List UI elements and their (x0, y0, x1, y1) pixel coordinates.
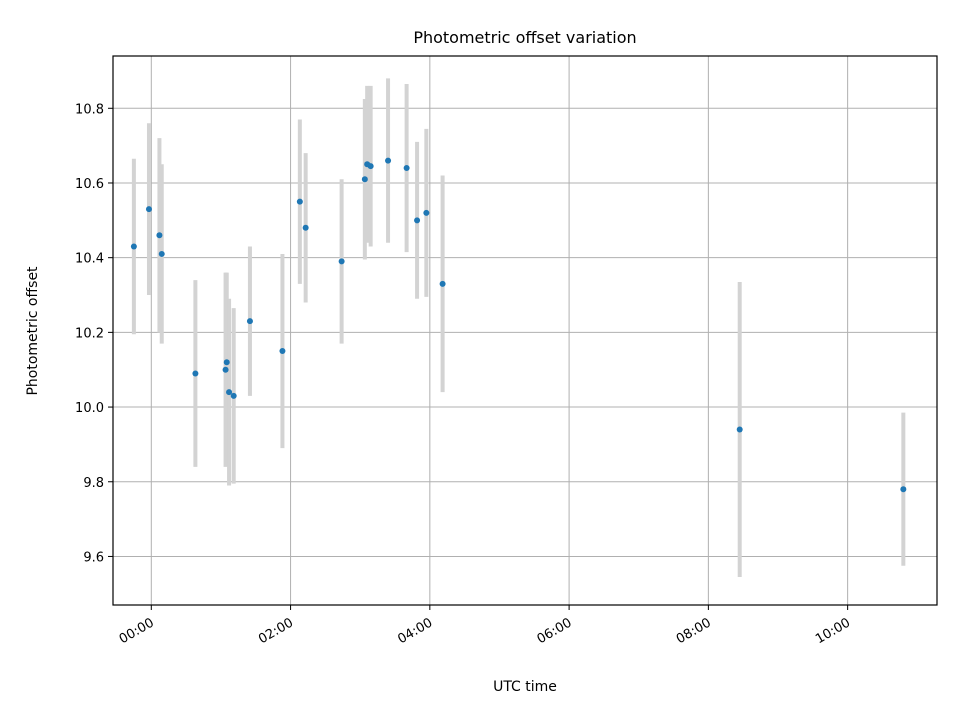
y-tick-label: 9.8 (83, 476, 104, 491)
data-point (226, 389, 233, 396)
data-point (279, 348, 286, 355)
plot-frame (112, 55, 938, 606)
data-point (158, 250, 165, 257)
data-point (423, 209, 430, 216)
x-axis-label: UTC time (493, 679, 557, 695)
y-tick-label: 10.2 (75, 326, 104, 341)
data-point (403, 165, 410, 172)
data-point (900, 486, 907, 493)
data-point (145, 206, 152, 213)
y-tick-label: 9.6 (83, 550, 104, 565)
grid (113, 56, 937, 605)
y-tick-label: 10.8 (75, 102, 104, 117)
data-point (296, 198, 303, 205)
chart-title: Photometric offset variation (413, 28, 636, 47)
y-tick-label: 10.0 (75, 401, 104, 416)
data-point (439, 280, 446, 287)
y-axis-ticks: 9.6 9.8 10.0 10.2 10.4 10.6 10.8 (75, 102, 113, 565)
data-point (736, 426, 743, 433)
data-point (222, 366, 229, 373)
data-point (246, 318, 253, 325)
data-point (367, 163, 374, 170)
y-tick-label: 10.4 (75, 252, 104, 267)
data-point (414, 217, 421, 224)
data-point (361, 176, 368, 183)
data-points (130, 157, 907, 493)
data-point (302, 224, 309, 231)
data-point (338, 258, 345, 265)
data-point (156, 232, 163, 239)
data-point (230, 392, 237, 399)
data-point (130, 243, 137, 250)
y-tick-label: 10.6 (75, 177, 104, 192)
data-point (385, 157, 392, 164)
y-axis-label: Photometric offset (25, 266, 41, 396)
data-point (223, 359, 230, 366)
data-point (192, 370, 199, 377)
